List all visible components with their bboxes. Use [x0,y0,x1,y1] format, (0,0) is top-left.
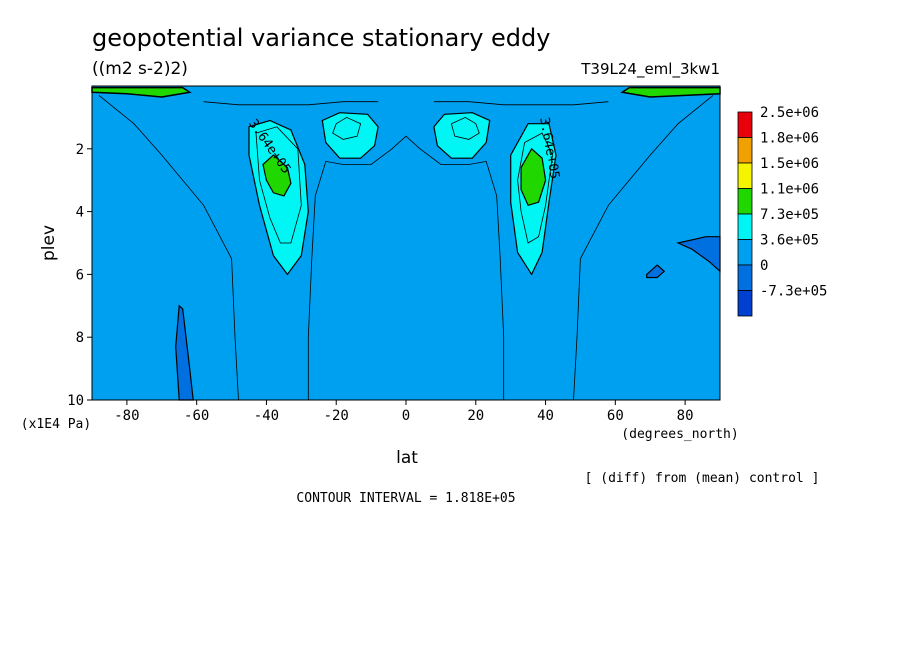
contour-interval: CONTOUR INTERVAL = 1.818E+05 [296,491,515,506]
contour-line [203,101,379,106]
y-axis-label: plev [39,225,59,261]
run-label: T39L24_eml_3kw1 [580,60,720,79]
x-tick-label: 20 [467,408,484,424]
chart-title: geopotential variance stationary eddy [92,24,550,52]
contour-lines [98,95,714,401]
legend-label: 1.5e+06 [760,156,819,172]
legend-swatch [737,213,753,240]
x-tick-label: 60 [607,408,624,424]
legend-swatch [737,137,753,164]
legend-swatch [737,111,753,138]
plot-area: 3.64e+05 3.64e+05 [91,85,721,401]
contour-line [307,135,505,400]
y-tick-label: 2 [76,142,84,158]
legend-swatch [737,162,753,189]
x-tick-label: -40 [254,408,279,424]
units-label: ((m2 s-2)2) [92,59,188,79]
x-axis-label: lat [396,448,418,468]
x-tick-label: 0 [402,408,410,424]
legend-label: 7.3e+05 [760,207,819,223]
legend-swatch [737,264,753,291]
plot-background [92,86,720,400]
x-axis-ticks: -80 -60 -40 -20 0 20 40 60 80 [114,400,694,424]
contour-region [646,264,666,279]
y-tick-label: 8 [76,330,84,346]
legend-label: 0 [760,258,768,274]
legend-swatch [737,290,753,317]
contour-line [433,101,609,106]
contour-region [248,119,309,276]
legend-swatch [737,188,753,215]
y-tick-label: 6 [76,267,84,283]
diff-note: [ (diff) from (mean) control ] [585,471,820,486]
legend-label: 2.5e+06 [760,105,819,121]
contour-line [255,126,302,244]
legend-label: 1.8e+06 [760,131,819,147]
x-tick-label: 80 [677,408,694,424]
contour-line [332,116,362,140]
legend-label: -7.3e+05 [760,284,827,300]
contour-line [451,116,480,140]
x-tick-label: -60 [184,408,209,424]
x-tick-label: 40 [537,408,554,424]
contour-region [262,154,292,197]
contour-line [573,95,714,401]
y-axis-ticks: 2 4 6 8 10 [67,142,92,409]
contour-line [517,132,553,244]
y-tick-label: 4 [76,205,84,221]
y-units-label: (x1E4 Pa) [21,417,91,432]
x-units-label: (degrees_north) [621,427,738,442]
legend-label: 1.1e+06 [760,182,819,198]
x-tick-label: -20 [324,408,349,424]
contour-region [520,147,547,207]
color-legend: 2.5e+06 1.8e+06 1.5e+06 1.1e+06 7.3e+05 3.6e+… [737,105,827,317]
x-tick-label: -80 [114,408,139,424]
legend-swatch [737,239,753,266]
legend-label: 3.6e+05 [760,233,819,249]
y-tick-label: 10 [67,393,84,409]
contour-line [98,95,239,401]
